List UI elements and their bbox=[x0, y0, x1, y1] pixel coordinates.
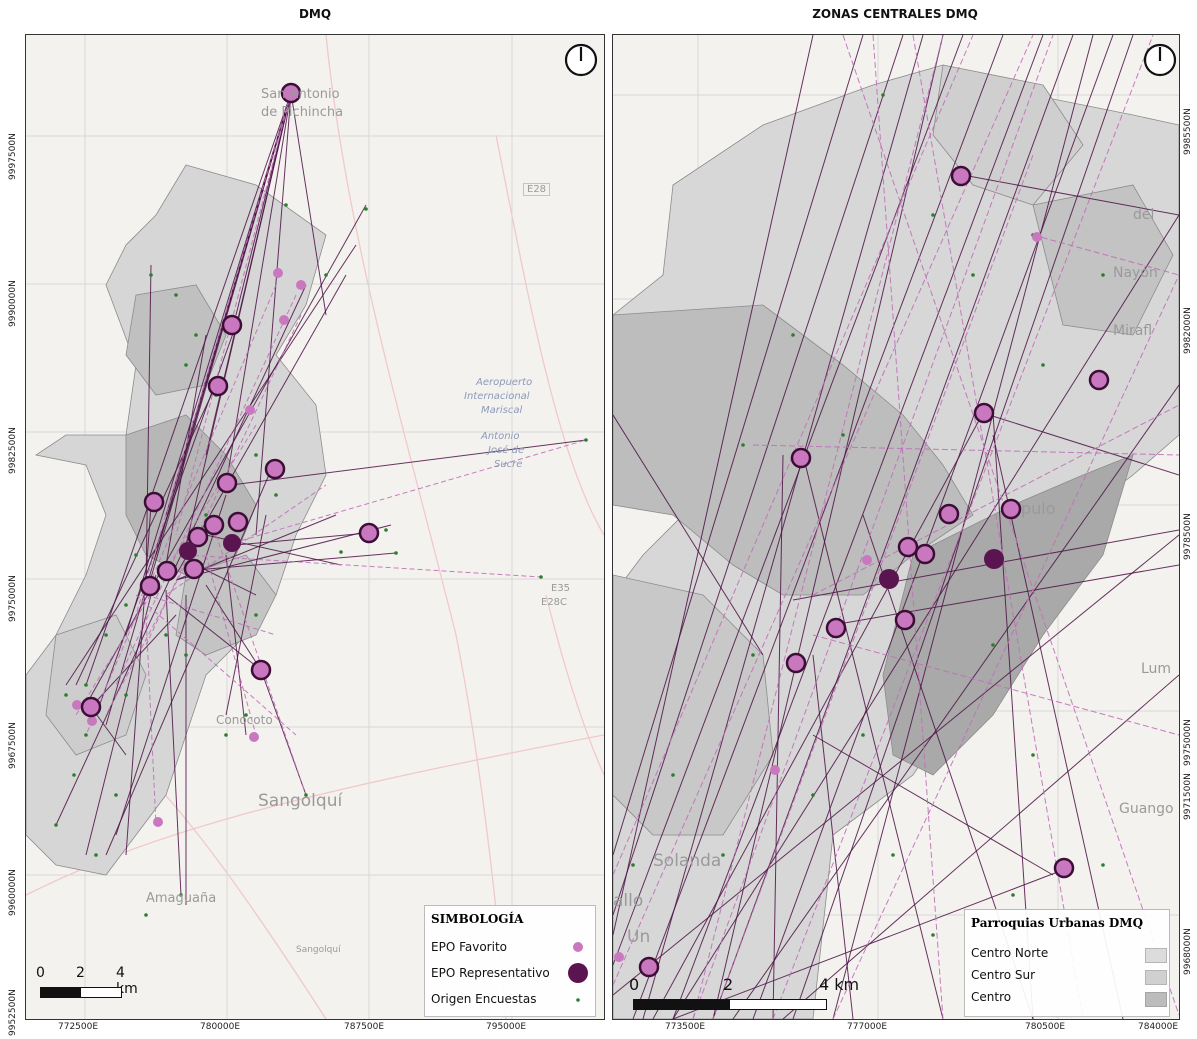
left-scalebar: 0 2 4 km bbox=[36, 965, 146, 1005]
right-y-label: 9971500N bbox=[1183, 773, 1193, 820]
scale-bar-black bbox=[40, 987, 82, 998]
road-e28c: E28C bbox=[541, 597, 568, 608]
scale-label-0: 0 bbox=[36, 965, 45, 981]
swatch-centro bbox=[1145, 992, 1167, 1007]
left-origin-dots bbox=[54, 203, 588, 917]
scale-label-0: 0 bbox=[629, 975, 640, 994]
left-y-label: 9990000N bbox=[8, 280, 18, 327]
place-pulo: pulo bbox=[1021, 499, 1056, 518]
right-epo-representativo bbox=[638, 165, 1110, 978]
legend-title: Parroquias Urbanas DMQ bbox=[971, 916, 1144, 930]
right-x-label: 773500E bbox=[665, 1022, 706, 1032]
right-map[interactable]: Nayón del Mirafl pulo Lum Guango Solanda… bbox=[612, 34, 1180, 1020]
place-solanda: Solanda bbox=[653, 851, 722, 871]
left-y-label: 9952500N bbox=[8, 989, 18, 1036]
place-urb: Un bbox=[627, 927, 651, 947]
place-lumbisi: Lum bbox=[1141, 661, 1172, 677]
legend-item-centro-norte: Centro Norte bbox=[971, 946, 1049, 960]
left-epo-representativo bbox=[80, 82, 380, 718]
place-aeropuerto: Aeropuerto bbox=[476, 377, 533, 388]
legend-symbols bbox=[568, 942, 588, 1002]
scale-bar-white bbox=[729, 999, 827, 1010]
legend-title: SIMBOLOGÍA bbox=[431, 912, 524, 926]
legend-item-representativo: EPO Representativo bbox=[431, 966, 550, 980]
right-parishes bbox=[613, 64, 1179, 1019]
road-e35: E35 bbox=[551, 583, 571, 594]
place-amaguana: Amaguaña bbox=[146, 891, 217, 906]
left-connection-lines bbox=[55, 92, 587, 905]
right-y-label: 9968000N bbox=[1183, 928, 1193, 975]
place-sucre: Sucre bbox=[494, 459, 523, 470]
left-map[interactable]: San Antonio de Pichincha E28 Aeropuerto … bbox=[25, 34, 605, 1020]
right-y-label: 9978500N bbox=[1183, 513, 1193, 560]
place-internacional: Internacional bbox=[464, 391, 530, 402]
right-y-label: 9982000N bbox=[1183, 307, 1193, 354]
place-sangolqui-small: Sangolquí bbox=[296, 945, 341, 955]
left-panel-title: DMQ bbox=[298, 7, 332, 21]
place-nayon: Nayón bbox=[1113, 265, 1158, 281]
legend-item-favorito: EPO Favorito bbox=[431, 940, 507, 954]
left-y-label: 9967500N bbox=[8, 722, 18, 769]
left-y-label: 9997500N bbox=[8, 133, 18, 180]
left-x-label: 795000E bbox=[486, 1022, 527, 1032]
place-chillogallo: allo bbox=[613, 891, 644, 911]
legend-item-centro: Centro bbox=[971, 990, 1012, 1004]
place-jose-de: José de bbox=[488, 445, 525, 456]
swatch-centro-norte bbox=[1145, 948, 1167, 963]
place-pichincha: de Pichincha bbox=[261, 105, 344, 120]
scale-label-2: 2 bbox=[723, 975, 734, 994]
left-y-label: 9982500N bbox=[8, 427, 18, 474]
scale-bar-white bbox=[80, 987, 122, 998]
place-guangopolo: Guango bbox=[1119, 801, 1174, 817]
left-y-label: 9960000N bbox=[8, 869, 18, 916]
right-y-label: 9985500N bbox=[1183, 108, 1193, 155]
place-mariscal: Mariscal bbox=[481, 405, 523, 416]
left-x-label: 780000E bbox=[200, 1022, 241, 1032]
legend-item-origen: Origen Encuestas bbox=[431, 992, 537, 1006]
scale-label-2: 2 bbox=[76, 965, 85, 981]
right-origin-dots bbox=[631, 93, 1105, 937]
left-x-label: 787500E bbox=[344, 1022, 385, 1032]
swatch-centro-sur bbox=[1145, 970, 1167, 985]
place-conocoto: Conocoto bbox=[216, 713, 273, 727]
left-parishes bbox=[26, 164, 327, 876]
left-x-label: 772500E bbox=[58, 1022, 99, 1032]
legend-item-centro-sur: Centro Sur bbox=[971, 968, 1036, 982]
right-scalebar: 0 2 4 km bbox=[627, 975, 867, 1015]
left-epo-favorito bbox=[72, 268, 306, 827]
right-epo-favorito bbox=[614, 232, 1042, 962]
place-del: del bbox=[1133, 207, 1155, 223]
left-legend: SIMBOLOGÍA EPO Favorito EPO Representati… bbox=[424, 905, 596, 1017]
right-panel-title: ZONAS CENTRALES DMQ bbox=[812, 7, 978, 21]
scale-bar-black bbox=[633, 999, 731, 1010]
right-y-label: 9975000N bbox=[1183, 719, 1193, 766]
road-e28: E28 bbox=[523, 183, 551, 196]
place-sangolqui: Sangolquí bbox=[258, 791, 343, 811]
left-y-label: 9975000N bbox=[8, 575, 18, 622]
scale-label-4: 4 km bbox=[819, 975, 860, 994]
left-map-svg bbox=[26, 35, 604, 1019]
place-san-antonio: San Antonio bbox=[261, 87, 340, 102]
place-miraflores: Mirafl bbox=[1113, 323, 1153, 339]
place-antonio: Antonio bbox=[481, 431, 520, 442]
right-map-svg bbox=[613, 35, 1179, 1019]
right-x-label: 777000E bbox=[847, 1022, 888, 1032]
right-x-label: 780500E bbox=[1025, 1022, 1066, 1032]
right-x-label: 784000E bbox=[1138, 1022, 1179, 1032]
right-legend: Parroquias Urbanas DMQ Centro Norte Cent… bbox=[964, 909, 1170, 1017]
